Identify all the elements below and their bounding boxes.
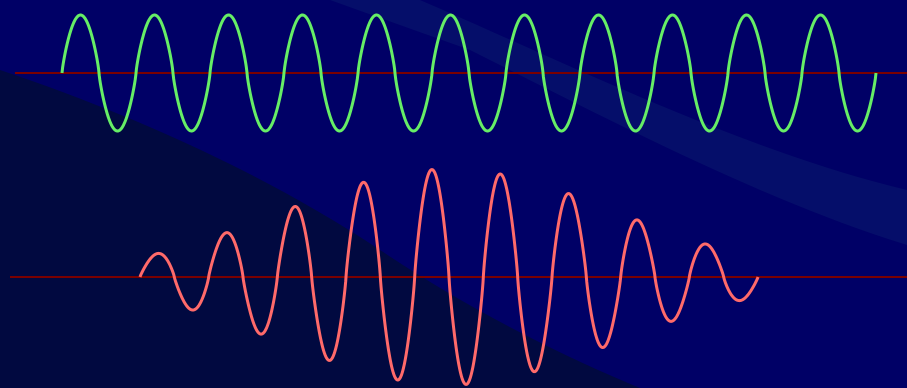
background-dark-shade: [0, 70, 640, 388]
background-diagonal-band: [330, 0, 907, 245]
continuous-wave: [60, 13, 878, 133]
wave-packet: [138, 168, 760, 386]
